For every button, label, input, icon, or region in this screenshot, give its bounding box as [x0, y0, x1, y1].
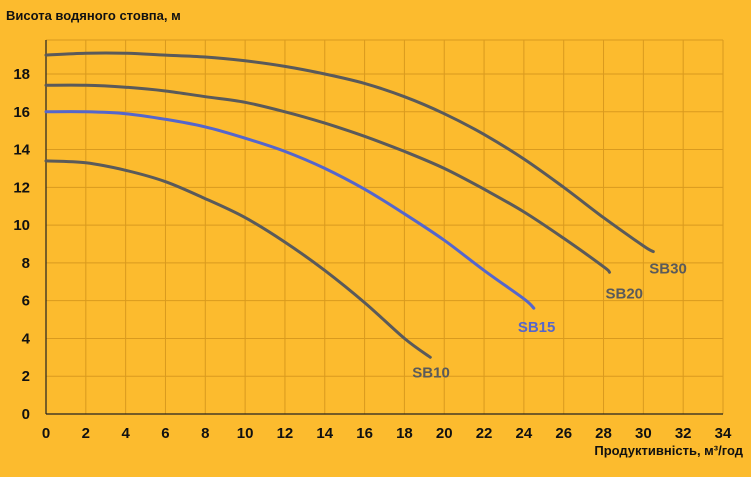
x-tick-label: 2: [82, 425, 90, 442]
y-tick-label: 0: [22, 406, 30, 423]
series-label-sb30: SB30: [649, 261, 687, 278]
y-tick-label: 6: [22, 293, 30, 310]
x-tick-label: 32: [675, 425, 692, 442]
x-tick-label: 14: [316, 425, 333, 442]
x-tick-label: 4: [121, 425, 130, 442]
x-tick-label: 10: [237, 425, 254, 442]
x-axis-label: Продуктивність, м³/год: [594, 443, 743, 458]
y-axis-label: Висота водяного стовпа, м: [6, 8, 181, 23]
x-tick-label: 26: [555, 425, 572, 442]
x-tick-label: 28: [595, 425, 612, 442]
y-tick-label: 16: [13, 104, 30, 121]
x-tick-label: 18: [396, 425, 413, 442]
x-tick-label: 6: [161, 425, 169, 442]
y-tick-label: 4: [22, 330, 31, 347]
series-line-sb10: [44, 159, 432, 359]
series-label-sb10: SB10: [412, 364, 450, 381]
x-tick-label: 30: [635, 425, 652, 442]
x-tick-label: 8: [201, 425, 209, 442]
x-tick-label: 22: [476, 425, 493, 442]
x-tick-label: 12: [277, 425, 294, 442]
series-line-sb30: [44, 51, 655, 254]
y-tick-label: 14: [13, 142, 30, 159]
y-tick-label: 2: [22, 368, 30, 385]
y-tick-label: 8: [22, 255, 30, 272]
series-line-sb15: [44, 110, 536, 310]
series-label-sb15: SB15: [518, 319, 556, 336]
x-tick-label: 34: [715, 425, 732, 442]
x-tick-label: 24: [516, 425, 533, 442]
x-tick-label: 20: [436, 425, 453, 442]
y-tick-label: 12: [13, 179, 30, 196]
x-tick-label: 16: [356, 425, 373, 442]
y-tick-label: 10: [13, 217, 30, 234]
series-line-sb20: [44, 83, 611, 274]
series-label-sb20: SB20: [606, 285, 644, 302]
x-tick-label: 0: [42, 425, 50, 442]
y-tick-label: 18: [13, 66, 30, 83]
